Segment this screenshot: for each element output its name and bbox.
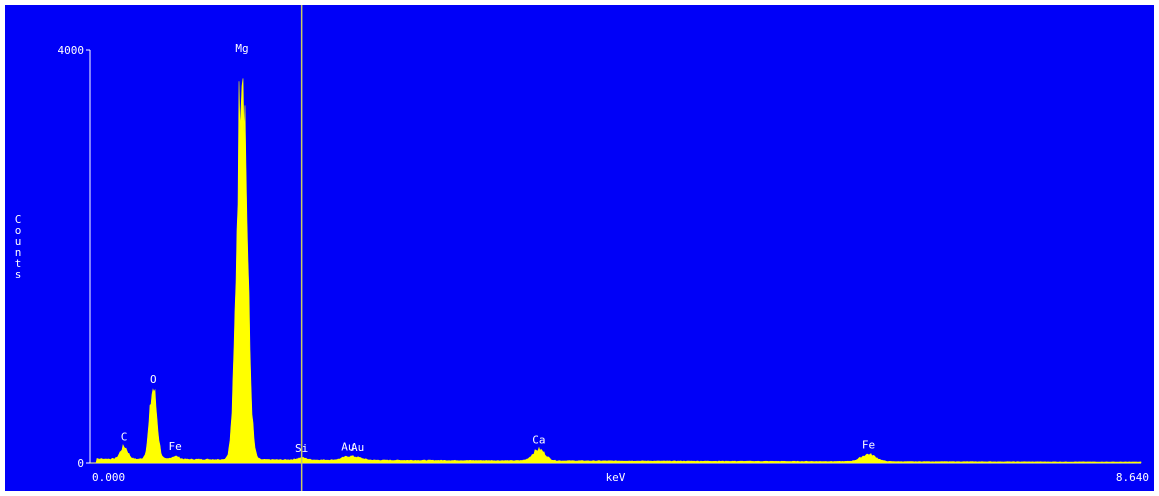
y-tick-label-min: 0 — [77, 457, 84, 470]
peak-label-mg-3: Mg — [235, 42, 248, 55]
spectrum-layer — [90, 78, 1142, 464]
peak-label-o-1: O — [150, 373, 157, 386]
spectrum-series — [90, 78, 1142, 464]
y-tick-label-max: 4000 — [58, 44, 85, 57]
peak-label-au-6: Au — [351, 441, 364, 454]
peak-label-au-5: Au — [341, 440, 354, 453]
peak-label-ca-7: Ca — [532, 433, 545, 446]
axes-layer: 4000 0 0.000 8.640 keV C o u n t s — [15, 44, 1149, 484]
peak-label-c-0: C — [121, 431, 128, 444]
x-axis-label: keV — [606, 471, 626, 484]
peak-label-fe-8: Fe — [862, 438, 875, 451]
peak-label-si-4: Si — [295, 442, 308, 455]
x-tick-label-min: 0.000 — [92, 471, 125, 484]
x-tick-label-max: 8.640 — [1116, 471, 1149, 484]
peak-label-fe-2: Fe — [169, 440, 182, 453]
